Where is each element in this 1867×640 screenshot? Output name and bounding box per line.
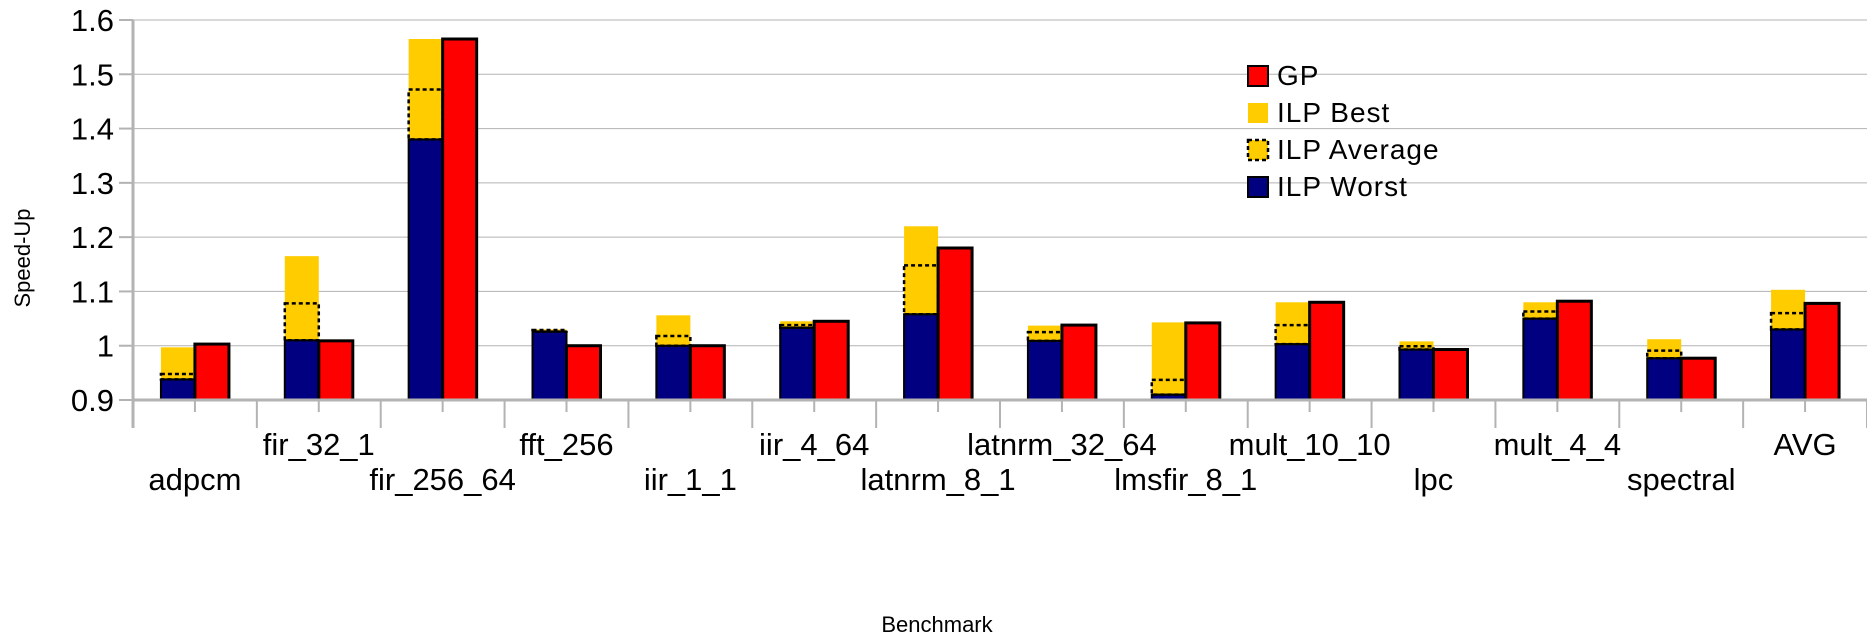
ilp-best-bar xyxy=(1151,322,1186,400)
y-tick-label: 1.2 xyxy=(71,220,114,255)
category-label: fir_256_64 xyxy=(369,462,516,497)
gp-bar xyxy=(441,37,479,402)
category-label: adpcm xyxy=(148,462,241,497)
legend-swatch xyxy=(1246,138,1270,162)
legend: GP ILP Best ILP Average ILP Worst xyxy=(1246,60,1440,202)
y-axis-ticks: 0.9 1 1.1 1.2 1.3 1.4 1.5 1.6 xyxy=(71,3,133,418)
category-label: mult_10_10 xyxy=(1229,427,1391,462)
gp-bar xyxy=(1060,323,1098,402)
gp-bar xyxy=(812,319,850,402)
category-label: iir_1_1 xyxy=(644,462,737,497)
ilp-worst-bar xyxy=(903,313,940,402)
ilp-worst-bar xyxy=(1522,317,1559,402)
category-label: AVG xyxy=(1773,427,1836,462)
category-label: iir_4_64 xyxy=(759,427,869,462)
bars-group xyxy=(159,37,1841,402)
ilp-average-marker xyxy=(1150,378,1188,396)
gp-bar xyxy=(688,344,726,402)
ilp-worst-bar xyxy=(1274,343,1311,402)
legend-label: GP xyxy=(1277,60,1319,91)
axes xyxy=(131,20,1867,428)
gp-bar xyxy=(936,246,974,402)
gp-bar xyxy=(1803,301,1841,402)
ilp-average-marker xyxy=(283,302,321,342)
gp-bar xyxy=(1184,321,1222,402)
y-tick-label: 1.6 xyxy=(71,3,114,38)
y-axis-title: Speed-Up xyxy=(10,208,35,307)
gp-bar xyxy=(1555,299,1593,402)
category-label: fft_256 xyxy=(519,427,613,462)
category-label: fir_32_1 xyxy=(263,427,375,462)
ilp-worst-bar xyxy=(1646,357,1683,402)
y-tick-label: 1.1 xyxy=(71,274,114,309)
category-label: latnrm_8_1 xyxy=(861,462,1016,497)
legend-swatch xyxy=(1247,65,1269,87)
ilp-worst-bar xyxy=(779,326,816,401)
ilp-worst-bar xyxy=(159,378,196,401)
category-label: spectral xyxy=(1627,462,1736,497)
category-label: latnrm_32_64 xyxy=(967,427,1157,462)
gp-bar xyxy=(193,342,231,402)
category-label: lmsfir_8_1 xyxy=(1114,462,1257,497)
ilp-worst-bar xyxy=(655,344,692,402)
y-tick-label: 1 xyxy=(97,329,114,364)
legend-label: ILP Best xyxy=(1277,97,1390,128)
ilp-worst-bar xyxy=(1770,328,1807,401)
ilp-worst-bar xyxy=(1398,348,1435,401)
gp-bar xyxy=(565,344,602,402)
legend-label: ILP Average xyxy=(1277,134,1440,165)
x-axis-title: Benchmark xyxy=(881,612,993,637)
ilp-worst-bar xyxy=(283,339,320,401)
y-tick-label: 1.4 xyxy=(71,112,114,147)
y-tick-label: 0.9 xyxy=(71,383,114,418)
gp-bar xyxy=(317,339,355,402)
category-label: mult_4_4 xyxy=(1494,427,1622,462)
gp-bar xyxy=(1679,356,1717,402)
ilp-worst-bar xyxy=(407,138,444,402)
y-tick-label: 1.3 xyxy=(71,166,114,201)
gp-bar xyxy=(1432,348,1469,402)
gp-bar xyxy=(1308,300,1346,402)
ilp-average-marker xyxy=(655,334,692,347)
legend-label: ILP Worst xyxy=(1277,171,1408,202)
gridlines xyxy=(133,19,1867,347)
ilp-worst-bar xyxy=(531,330,568,402)
legend-swatch xyxy=(1248,103,1268,123)
ilp-worst-bar xyxy=(1026,339,1063,402)
ilp-average-marker xyxy=(531,328,568,333)
category-label: lpc xyxy=(1414,462,1454,497)
x-axis-ticks xyxy=(132,400,1867,428)
y-tick-label: 1.5 xyxy=(71,57,114,92)
ilp-average-marker xyxy=(1645,349,1683,360)
ilp-average-marker xyxy=(1398,345,1435,351)
legend-swatch xyxy=(1247,176,1269,198)
